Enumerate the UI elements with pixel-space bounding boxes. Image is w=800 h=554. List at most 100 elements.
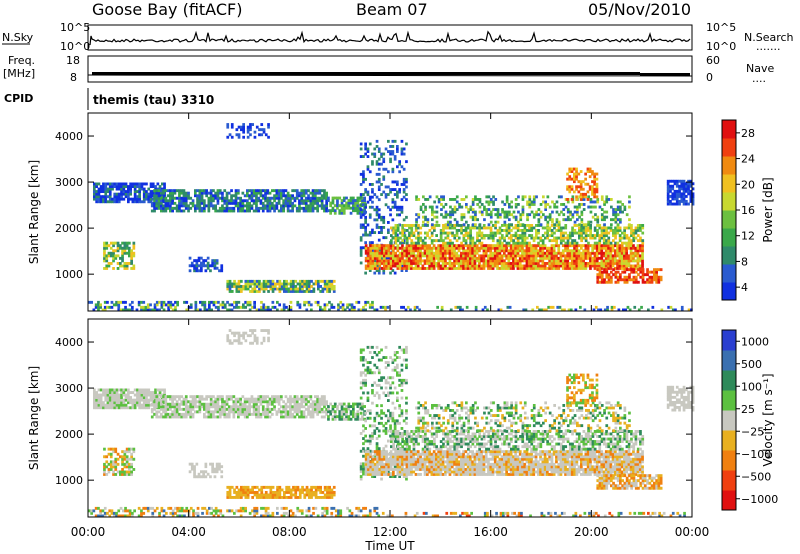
echo-cell bbox=[491, 259, 495, 263]
echo-cell bbox=[619, 278, 622, 282]
echo-cell bbox=[421, 246, 425, 250]
echo-cell bbox=[298, 405, 301, 409]
echo-cell bbox=[453, 249, 456, 253]
echo-cell bbox=[160, 305, 164, 309]
echo-cell bbox=[493, 262, 497, 265]
echo-cell bbox=[476, 198, 479, 201]
echo-cell bbox=[407, 259, 411, 263]
echo-cell bbox=[471, 262, 474, 265]
echo-cell bbox=[607, 246, 610, 250]
echo-cell bbox=[121, 264, 124, 268]
echo-cell bbox=[557, 267, 561, 270]
echo-cell bbox=[191, 199, 195, 203]
echo-cell bbox=[439, 249, 443, 253]
echo-cell bbox=[260, 308, 263, 312]
echo-cell bbox=[389, 264, 393, 268]
echo-cell bbox=[195, 266, 199, 270]
echo-cell bbox=[189, 201, 193, 205]
echo-cell bbox=[478, 267, 481, 270]
echo-cell bbox=[625, 213, 629, 217]
echo-cell bbox=[666, 184, 670, 188]
echo-cell bbox=[487, 244, 490, 248]
echo-cell bbox=[632, 239, 636, 243]
echo-cell bbox=[573, 249, 576, 253]
echo-cell bbox=[525, 224, 529, 227]
echo-cell bbox=[252, 209, 256, 213]
echo-cell bbox=[389, 254, 393, 258]
echo-cell bbox=[587, 234, 590, 237]
echo-cell bbox=[271, 279, 275, 283]
echo-cell bbox=[95, 403, 98, 407]
echo-cell bbox=[412, 262, 416, 265]
echo-cell bbox=[153, 189, 156, 193]
echo-cell bbox=[589, 251, 592, 255]
echo-cell bbox=[398, 170, 401, 174]
echo-cell bbox=[626, 305, 630, 309]
echo-cell bbox=[296, 287, 300, 291]
echo-cell bbox=[113, 406, 117, 410]
echo-cell bbox=[439, 267, 443, 270]
echo-cell bbox=[530, 229, 534, 232]
echo-cell bbox=[576, 205, 579, 209]
echo-cell bbox=[184, 400, 188, 404]
echo-cell bbox=[480, 244, 483, 248]
echo-cell bbox=[589, 244, 592, 248]
echo-cell bbox=[162, 405, 165, 409]
echo-cell bbox=[364, 215, 367, 219]
echo-cell bbox=[611, 249, 615, 253]
echo-cell bbox=[582, 223, 586, 227]
echo-cell bbox=[213, 266, 217, 270]
echo-cell bbox=[481, 308, 485, 312]
echo-cell bbox=[614, 270, 618, 274]
echo-cell bbox=[189, 402, 193, 406]
colorbar-tick-label: 12 bbox=[741, 230, 755, 243]
echo-cell bbox=[607, 236, 611, 240]
echo-cell bbox=[378, 262, 382, 265]
echo-cell bbox=[207, 402, 211, 406]
echo-cell bbox=[543, 251, 547, 255]
echo-cell bbox=[268, 400, 272, 404]
echo-cell bbox=[439, 251, 443, 255]
echo-cell bbox=[298, 209, 301, 213]
echo-cell bbox=[552, 254, 556, 258]
echo-cell bbox=[534, 262, 538, 265]
echo-cell bbox=[225, 191, 229, 195]
echo-cell bbox=[203, 305, 207, 309]
echo-cell bbox=[166, 415, 170, 419]
echo-cell bbox=[371, 228, 374, 232]
echo-cell bbox=[682, 197, 686, 201]
echo-cell bbox=[289, 412, 292, 416]
echo-cell bbox=[368, 231, 372, 234]
echo-cell bbox=[634, 229, 638, 232]
echo-cell bbox=[394, 234, 398, 237]
echo-cell bbox=[171, 206, 174, 210]
echo-cell bbox=[234, 191, 238, 195]
echo-cell bbox=[589, 210, 593, 214]
echo-cell bbox=[402, 180, 406, 184]
echo-cell bbox=[214, 191, 217, 195]
echo-cell bbox=[503, 229, 506, 232]
echo-cell bbox=[582, 259, 585, 263]
echo-cell bbox=[371, 264, 375, 268]
echo-cell bbox=[221, 405, 224, 409]
echo-cell bbox=[593, 264, 597, 268]
echo-cell bbox=[578, 229, 581, 232]
echo-cell bbox=[93, 190, 96, 193]
echo-cell bbox=[367, 249, 370, 253]
echo-cell bbox=[510, 229, 513, 232]
echo-cell bbox=[226, 308, 229, 312]
echo-cell bbox=[595, 185, 599, 189]
echo-cell bbox=[266, 410, 270, 414]
echo-cell bbox=[519, 213, 523, 217]
echo-cell bbox=[113, 388, 117, 392]
echo-cell bbox=[175, 206, 179, 210]
echo-cell bbox=[291, 412, 294, 416]
echo-cell bbox=[498, 254, 502, 258]
echo-cell bbox=[496, 251, 499, 255]
echo-cell bbox=[332, 279, 336, 283]
echo-cell bbox=[129, 396, 132, 399]
echo-cell bbox=[450, 254, 454, 258]
echo-cell bbox=[546, 267, 549, 270]
echo-cell bbox=[198, 206, 202, 210]
echo-cell bbox=[589, 262, 592, 265]
